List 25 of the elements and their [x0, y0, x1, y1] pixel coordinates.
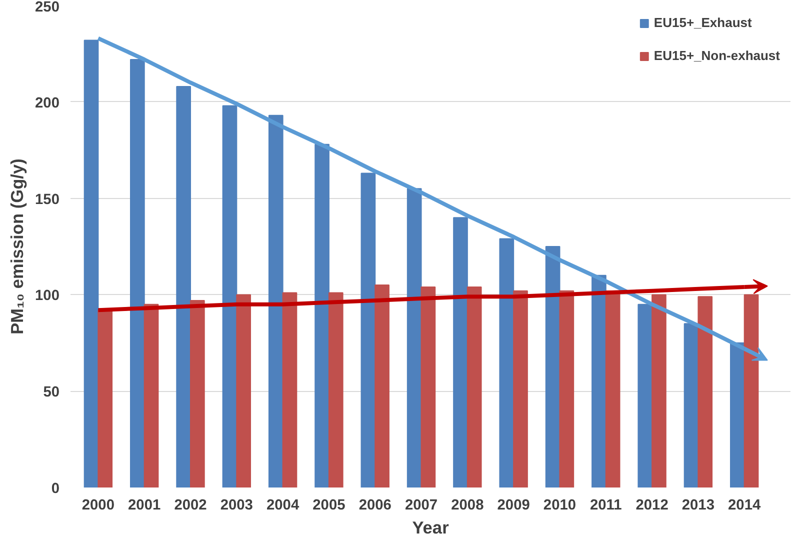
x-axis-title: Year: [412, 518, 450, 538]
x-tick-label: 2004: [266, 498, 300, 514]
y-tick-label: 250: [35, 0, 60, 16]
x-tick-label: 2014: [728, 498, 762, 514]
x-tick-label: 2007: [404, 498, 438, 514]
x-tick-label: 2006: [358, 498, 392, 514]
y-axis-title: PM₁₀ emission (Gg/y): [7, 158, 28, 334]
y-tick-label: 150: [35, 192, 60, 208]
x-tick-label: 2002: [174, 498, 207, 514]
y-tick-label: 100: [35, 288, 60, 304]
legend-label: EU15+_Exhaust: [654, 15, 752, 30]
x-tick-label: 2003: [220, 498, 253, 514]
y-tick-label: 0: [51, 481, 60, 497]
x-tick-label: 2005: [312, 498, 346, 514]
x-tick-label: 2001: [128, 498, 161, 514]
x-tick-label: 2010: [543, 498, 576, 514]
x-tick-label: 2011: [590, 498, 622, 514]
y-tick-label: 50: [43, 384, 60, 401]
x-tick-label: 2012: [636, 498, 668, 514]
x-tick-label: 2000: [82, 498, 114, 514]
y-tick-label: 200: [35, 95, 60, 112]
legend-label: EU15+_Non-exhaust: [654, 48, 780, 63]
x-tick-label: 2013: [682, 498, 714, 514]
x-tick-label: 2008: [451, 498, 484, 514]
x-tick-label: 2009: [497, 498, 530, 514]
